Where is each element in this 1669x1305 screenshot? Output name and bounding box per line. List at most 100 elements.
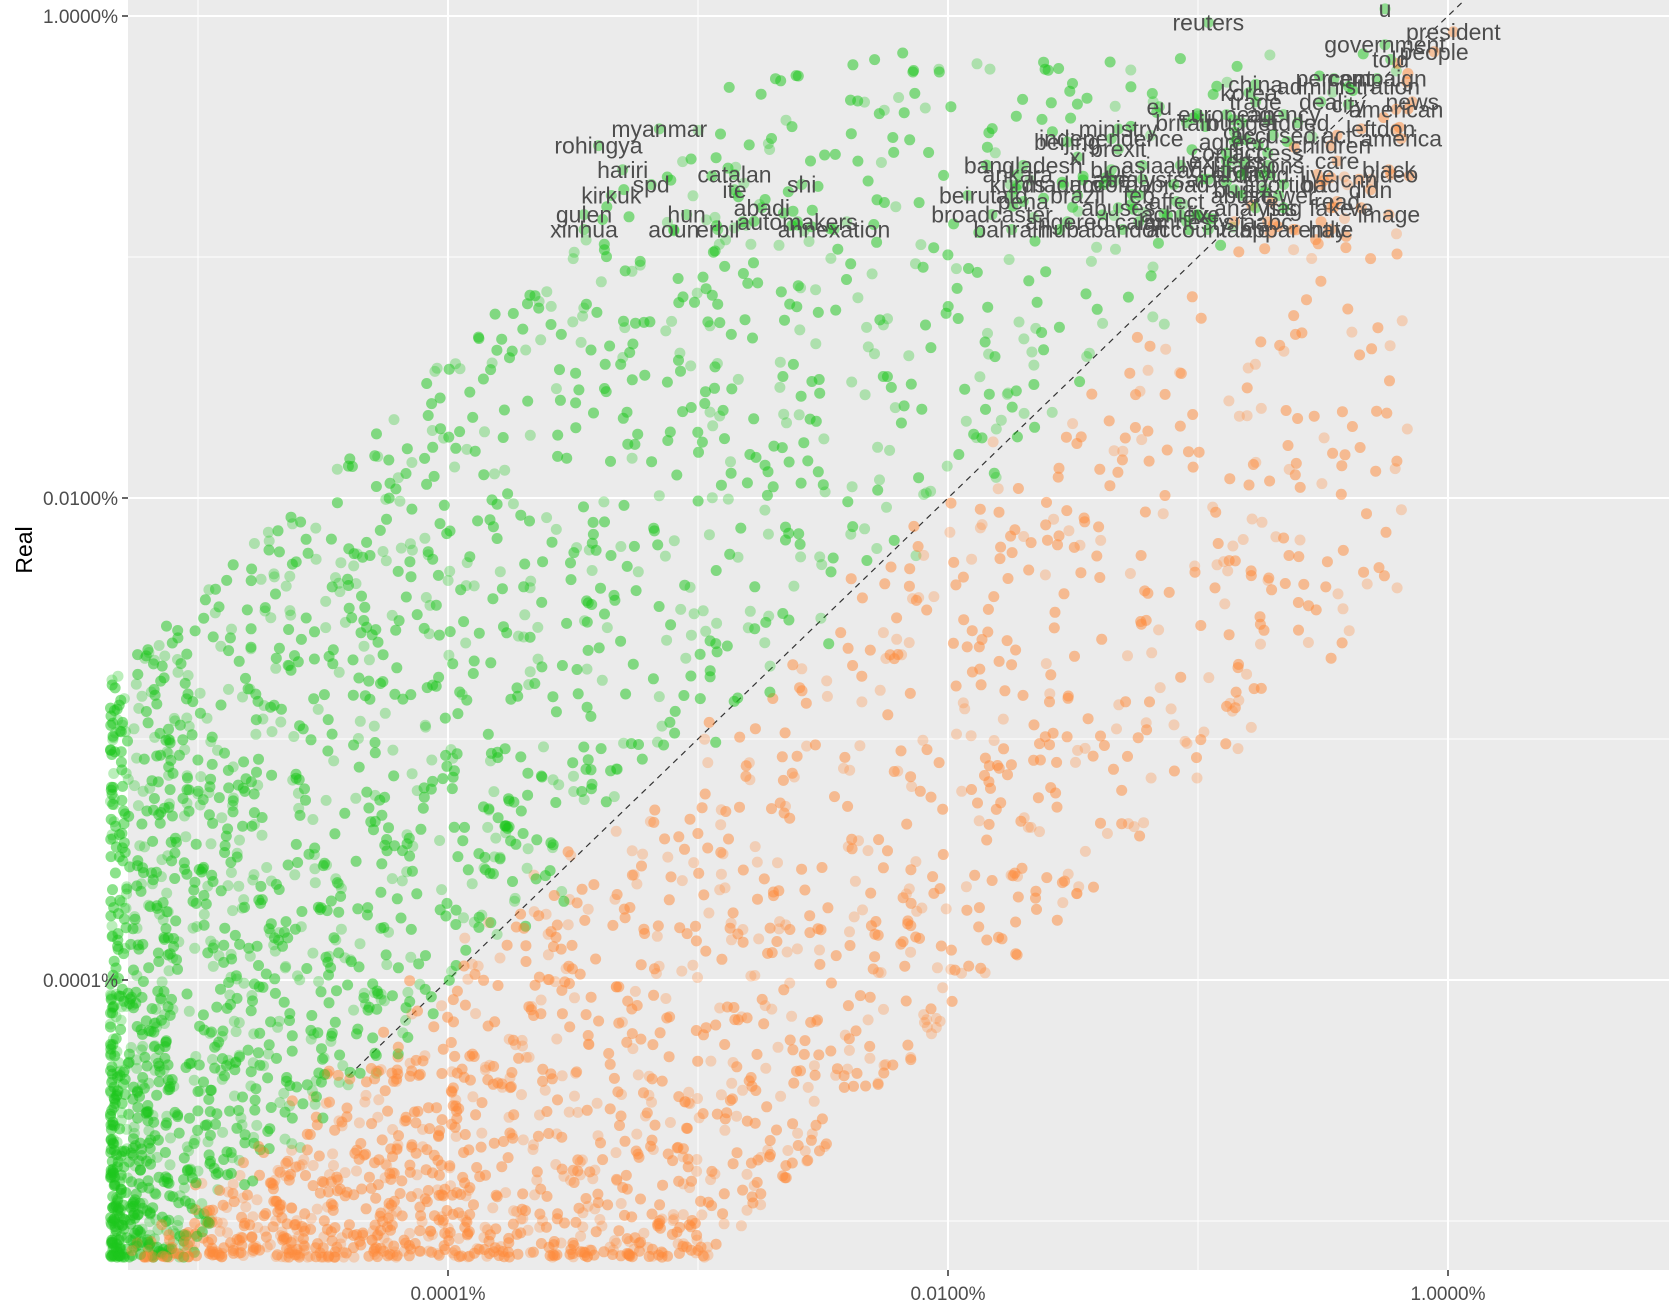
point-real	[149, 1187, 161, 1199]
point-real	[294, 720, 306, 732]
point-real	[361, 786, 373, 798]
point-fake	[372, 1229, 384, 1241]
point-fake	[1098, 740, 1110, 751]
point-fake	[684, 1098, 696, 1110]
point-real	[533, 296, 545, 307]
point-fake	[392, 1139, 404, 1151]
point-real	[374, 524, 386, 536]
point-real	[148, 1026, 160, 1038]
point-fake	[206, 1234, 218, 1245]
point-fake	[333, 1115, 345, 1127]
point-fake	[1278, 345, 1290, 357]
point-fake	[724, 922, 736, 934]
point-real	[325, 533, 337, 545]
point-real	[353, 672, 365, 684]
point-real	[379, 839, 391, 851]
point-fake	[637, 848, 649, 860]
point-real	[163, 1214, 175, 1226]
point-real	[321, 859, 332, 871]
point-real	[179, 677, 191, 689]
point-fake	[966, 784, 977, 795]
point-fake	[498, 1136, 509, 1147]
point-fake	[623, 1235, 635, 1247]
point-real	[288, 731, 300, 742]
point-real	[160, 1242, 172, 1254]
point-real	[1003, 254, 1015, 265]
point-fake	[478, 1244, 490, 1255]
point-fake	[808, 1060, 820, 1072]
point-real	[254, 1144, 266, 1156]
point-real	[743, 139, 755, 151]
point-fake	[467, 1048, 478, 1060]
point-real	[376, 858, 388, 870]
point-real	[145, 1158, 156, 1170]
point-fake	[604, 1103, 616, 1115]
point-real	[383, 492, 395, 504]
point-real	[262, 526, 274, 538]
point-real	[1081, 351, 1093, 362]
point-real	[233, 655, 245, 667]
point-real	[168, 1080, 180, 1092]
point-fake	[562, 846, 574, 858]
point-real	[227, 806, 239, 818]
point-real	[197, 863, 209, 875]
point-fake	[138, 1251, 150, 1263]
point-fake	[1403, 170, 1415, 182]
point-real	[744, 605, 756, 617]
point-fake	[865, 887, 877, 899]
point-real	[874, 314, 886, 326]
point-real	[1036, 327, 1048, 338]
point-real	[1091, 303, 1103, 315]
point-fake	[378, 1026, 390, 1038]
point-real	[942, 249, 954, 261]
point-real	[108, 1138, 120, 1150]
point-real	[105, 1134, 117, 1146]
point-real	[509, 892, 521, 904]
point-fake	[534, 1208, 546, 1220]
point-fake	[353, 1117, 365, 1129]
point-fake	[236, 1211, 248, 1223]
point-real	[297, 1098, 309, 1110]
point-fake	[896, 649, 908, 661]
point-real	[202, 1216, 214, 1228]
point-fake	[951, 728, 962, 740]
point-real	[794, 324, 806, 336]
point-real	[161, 1225, 173, 1236]
point-fake	[1245, 565, 1257, 577]
point-fake	[500, 1187, 512, 1199]
point-fake	[304, 1129, 316, 1140]
point-real	[391, 662, 403, 674]
point-real	[795, 390, 807, 402]
point-real	[226, 623, 237, 635]
point-fake	[646, 1134, 658, 1146]
point-fake	[1001, 635, 1013, 647]
point-real	[1023, 275, 1035, 287]
point-fake	[993, 506, 1005, 518]
point-fake	[534, 1221, 546, 1233]
point-real	[273, 1015, 285, 1027]
point-real	[195, 771, 207, 783]
point-real	[661, 376, 673, 388]
point-real	[190, 1051, 202, 1062]
point-real	[167, 952, 179, 964]
point-fake	[381, 1159, 393, 1171]
point-real	[273, 642, 285, 654]
point-real	[123, 810, 135, 822]
point-real	[130, 678, 142, 690]
point-fake	[1075, 431, 1087, 443]
point-fake	[1327, 447, 1339, 459]
point-real	[448, 821, 460, 833]
point-fake	[423, 1230, 435, 1242]
point-real	[810, 284, 822, 296]
point-real	[141, 1060, 153, 1072]
point-real	[653, 601, 665, 612]
point-real	[538, 741, 549, 753]
point-real	[198, 908, 210, 920]
point-fake	[882, 709, 894, 721]
point-real	[861, 555, 873, 566]
point-real	[194, 687, 206, 699]
point-real	[842, 496, 854, 508]
point-fake	[447, 1100, 459, 1112]
point-fake	[628, 869, 640, 881]
point-real	[204, 1214, 216, 1226]
